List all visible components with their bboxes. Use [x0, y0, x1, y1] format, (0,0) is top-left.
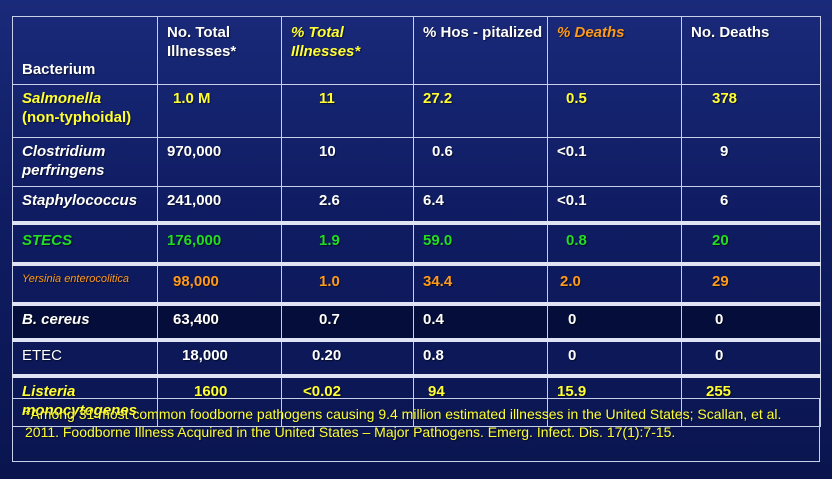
- row-name: Staphylococcus: [12, 186, 158, 224]
- cell-total: 176,000: [157, 221, 282, 265]
- cell-hosp: 27.2: [413, 84, 548, 138]
- row-name: STECS: [12, 221, 158, 265]
- cell-pct-total: 1.9: [281, 221, 414, 265]
- cell-pct-total: 2.6: [281, 186, 414, 224]
- header-bacterium: Bacterium: [12, 16, 158, 85]
- cell-total: 970,000: [157, 137, 282, 187]
- cell-pct-deaths: 0.8: [547, 221, 682, 265]
- header-pct-hospitalized: % Hos - pitalized: [413, 16, 548, 85]
- header-no-deaths: No. Deaths: [681, 16, 821, 85]
- row-name: B. cereus: [12, 302, 158, 341]
- row-name: Yersinia enterocolitica: [12, 262, 158, 305]
- header-total-illnesses: No. Total Illnesses*: [157, 16, 282, 85]
- cell-pct-total: <0.02: [281, 374, 414, 427]
- cell-deaths: 29: [681, 262, 821, 305]
- cell-deaths: 378: [681, 84, 821, 138]
- row-name: Clostridium perfringens: [12, 137, 158, 187]
- table-row: B. cereus 63,400 0.7 0.4 0 0: [12, 302, 821, 341]
- cell-total: 1600: [157, 374, 282, 427]
- cell-total: 18,000: [157, 338, 282, 377]
- cell-hosp: 94: [413, 374, 548, 427]
- header-pct-deaths: % Deaths: [547, 16, 682, 85]
- cell-pct-total: 11: [281, 84, 414, 138]
- cell-pct-total: 0.20: [281, 338, 414, 377]
- row-name: ETEC: [12, 338, 158, 377]
- cell-pct-total: 1.0: [281, 262, 414, 305]
- cell-pct-deaths: 2.0: [547, 262, 682, 305]
- table-row: Clostridium perfringens 970,000 10 0.6 <…: [12, 137, 821, 187]
- cell-hosp: 59.0: [413, 221, 548, 265]
- row-name-text: Salmonella: [22, 90, 102, 107]
- cell-hosp: 0.8: [413, 338, 548, 377]
- cell-deaths: 9: [681, 137, 821, 187]
- cell-hosp: 0.6: [413, 137, 548, 187]
- table-row: ETEC 18,000 0.20 0.8 0 0: [12, 338, 821, 377]
- cell-total: 63,400: [157, 302, 282, 341]
- cell-pct-deaths: 0: [547, 338, 682, 377]
- cell-pct-total: 0.7: [281, 302, 414, 341]
- cell-total: 1.0 M: [157, 84, 282, 138]
- cell-pct-deaths: 0: [547, 302, 682, 341]
- cell-total: 98,000: [157, 262, 282, 305]
- header-pct-total-illnesses: % Total Illnesses*: [281, 16, 414, 85]
- cell-pct-deaths: 0.5: [547, 84, 682, 138]
- cell-pct-deaths: <0.1: [547, 137, 682, 187]
- cell-deaths: 6: [681, 186, 821, 224]
- table-row: Staphylococcus 241,000 2.6 6.4 <0.1 6: [12, 186, 821, 224]
- row-name-suffix: (non-typhoidal): [22, 109, 132, 126]
- footnote: *Among 31 most common foodborne pathogen…: [12, 398, 820, 462]
- cell-pct-deaths: <0.1: [547, 186, 682, 224]
- row-name: Listeria monocytogenes: [12, 374, 158, 427]
- cell-deaths: 0: [681, 338, 821, 377]
- cell-deaths: 20: [681, 221, 821, 265]
- cell-deaths: 255: [681, 374, 821, 427]
- cell-pct-total: 10: [281, 137, 414, 187]
- cell-pct-deaths: 15.9: [547, 374, 682, 427]
- cell-hosp: 0.4: [413, 302, 548, 341]
- header-row: Bacterium No. Total Illnesses* % Total I…: [12, 16, 821, 85]
- table-row: Yersinia enterocolitica 98,000 1.0 34.4 …: [12, 262, 821, 305]
- table-row: STECS 176,000 1.9 59.0 0.8 20: [12, 221, 821, 265]
- pathogen-table: Bacterium No. Total Illnesses* % Total I…: [12, 16, 821, 427]
- cell-total: 241,000: [157, 186, 282, 224]
- cell-hosp: 34.4: [413, 262, 548, 305]
- table-row: Listeria monocytogenes 1600 <0.02 94 15.…: [12, 374, 821, 427]
- row-name: Salmonella (non-typhoidal): [12, 84, 158, 138]
- cell-deaths: 0: [681, 302, 821, 341]
- table-row: Salmonella (non-typhoidal) 1.0 M 11 27.2 …: [12, 84, 821, 138]
- cell-hosp: 6.4: [413, 186, 548, 224]
